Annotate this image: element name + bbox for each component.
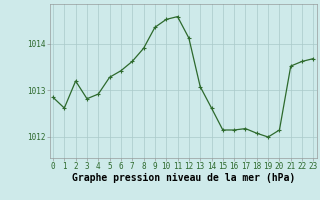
X-axis label: Graphe pression niveau de la mer (hPa): Graphe pression niveau de la mer (hPa) [72,173,295,183]
